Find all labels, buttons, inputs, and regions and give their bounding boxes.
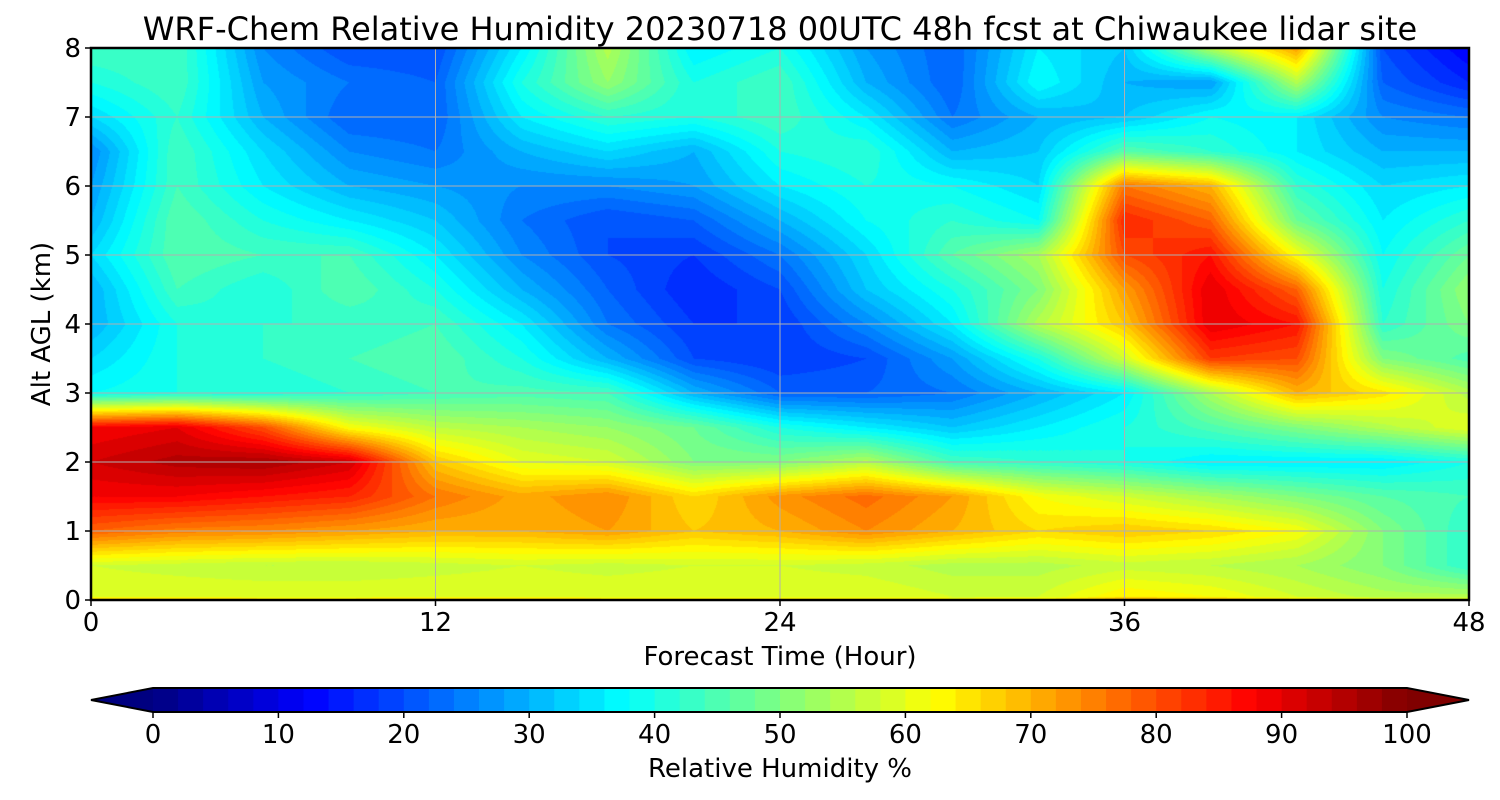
colorbar-segment	[855, 688, 881, 712]
colorbar-segment	[1331, 688, 1358, 712]
colorbar-segment	[1231, 688, 1258, 712]
colorbar-segment	[579, 688, 606, 712]
colorbar-segment	[805, 688, 831, 712]
colorbar-extend-high	[1407, 688, 1469, 712]
colorbar-tick-label: 70	[1014, 720, 1047, 750]
y-tick-label: 3	[64, 379, 81, 409]
colorbar-segment	[654, 688, 681, 712]
colorbar-segment	[830, 688, 856, 712]
colorbar-segment	[604, 688, 631, 712]
colorbar-segment	[1256, 688, 1283, 712]
colorbar-segment	[679, 688, 706, 712]
y-tick-label: 0	[64, 586, 81, 616]
colorbar-segment	[203, 688, 229, 712]
colorbar-segment	[1156, 688, 1182, 712]
colorbar-segment	[729, 688, 756, 712]
colorbar-tick-label: 50	[763, 720, 796, 750]
x-axis-ticks: 0 12 24 36 48	[83, 600, 1486, 638]
colorbar-segment	[278, 688, 305, 712]
colorbar-segment	[479, 688, 505, 712]
colorbar-segment	[1131, 688, 1157, 712]
colorbar-tick-label: 40	[638, 720, 671, 750]
colorbar-segment	[1106, 688, 1132, 712]
x-tick-label: 0	[83, 608, 100, 638]
colorbar-segment	[1281, 688, 1308, 712]
x-tick-label: 24	[763, 608, 796, 638]
colorbar-segment	[1055, 688, 1082, 712]
colorbar-segment	[704, 688, 731, 712]
y-tick-label: 8	[64, 34, 81, 64]
colorbar-segment	[955, 688, 982, 712]
colorbar-tick-label: 90	[1265, 720, 1298, 750]
colorbar-segment	[554, 688, 580, 712]
colorbar-segment	[980, 688, 1007, 712]
y-tick-label: 5	[64, 241, 81, 271]
colorbar-segment	[328, 688, 355, 712]
colorbar-segment	[1030, 688, 1057, 712]
colorbar-segment	[1356, 688, 1383, 712]
colorbar-segment	[629, 688, 656, 712]
colorbar-segment	[403, 688, 430, 712]
colorbar-tick-label: 20	[387, 720, 420, 750]
colorbar-segment	[453, 688, 480, 712]
chart-title: WRF-Chem Relative Humidity 20230718 00UT…	[143, 10, 1417, 48]
colorbar-tick-label: 10	[262, 720, 295, 750]
y-axis-ticks: 0 1 2 3 4 5 6 7 8	[64, 34, 91, 616]
x-axis-label: Forecast Time (Hour)	[643, 642, 916, 672]
colorbar-segment	[178, 688, 204, 712]
colorbar: 0 10 20 30 40 50 60 70 80 90 100 Relative Humidity…	[90, 687, 1470, 784]
colorbar-segment	[1206, 688, 1233, 712]
colorbar-tick-label: 80	[1140, 720, 1173, 750]
y-tick-label: 7	[64, 103, 81, 133]
colorbar-ticks: 0 10 20 30 40 50 60 70 80 90 100	[145, 712, 1432, 750]
colorbar-segment	[1005, 688, 1032, 712]
colorbar-segment	[1080, 688, 1107, 712]
colorbar-segment	[529, 688, 555, 712]
y-axis-label: Alt AGL (km)	[27, 242, 57, 406]
colorbar-segment	[378, 688, 405, 712]
colorbar-segments	[153, 688, 1408, 712]
x-tick-label: 12	[419, 608, 452, 638]
y-tick-label: 1	[64, 517, 81, 547]
colorbar-segment	[253, 688, 279, 712]
y-tick-label: 2	[64, 448, 81, 478]
colorbar-tick-label: 60	[889, 720, 922, 750]
colorbar-tick-label: 100	[1382, 720, 1432, 750]
colorbar-segment	[930, 688, 957, 712]
colorbar-segment	[353, 688, 380, 712]
colorbar-tick-label: 30	[513, 720, 546, 750]
colorbar-segment	[880, 688, 906, 712]
grid-lines	[91, 48, 1469, 600]
colorbar-segment	[228, 688, 254, 712]
colorbar-tick-label: 0	[145, 720, 162, 750]
y-tick-label: 6	[64, 172, 81, 202]
colorbar-segment	[428, 688, 455, 712]
colorbar-label: Relative Humidity %	[648, 754, 912, 784]
colorbar-segment	[504, 688, 530, 712]
colorbar-segment	[780, 688, 806, 712]
colorbar-extend-low	[91, 688, 153, 712]
x-tick-label: 36	[1108, 608, 1141, 638]
colorbar-segment	[1306, 688, 1333, 712]
colorbar-segment	[303, 688, 330, 712]
colorbar-segment	[1181, 688, 1207, 712]
colorbar-segment	[905, 688, 932, 712]
colorbar-segment	[754, 688, 781, 712]
x-tick-label: 48	[1452, 608, 1485, 638]
colorbar-segment	[1381, 688, 1408, 712]
colorbar-segment	[153, 688, 179, 712]
y-tick-label: 4	[64, 310, 81, 340]
